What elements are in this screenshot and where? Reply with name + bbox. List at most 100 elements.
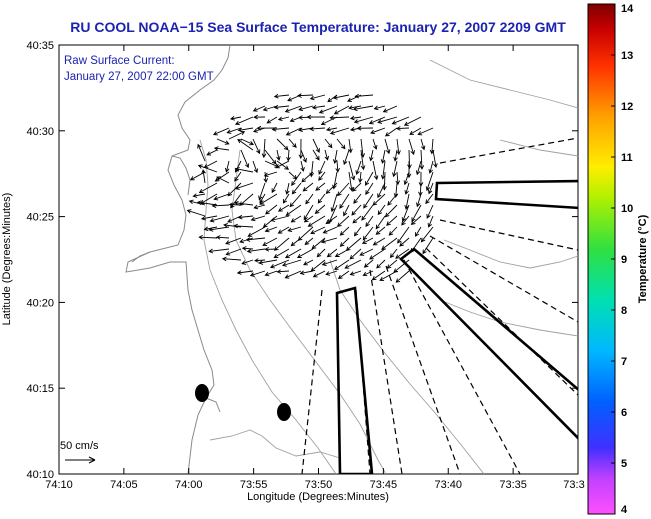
current-vector-icon	[425, 193, 434, 205]
current-vector-icon	[343, 204, 350, 217]
current-vector-icon	[215, 235, 230, 240]
current-vector-icon	[384, 138, 391, 155]
current-vector-icon	[291, 182, 302, 195]
current-vector-icon	[353, 193, 362, 204]
current-vector-icon	[325, 270, 338, 276]
current-vector-icon	[264, 226, 278, 233]
current-vector-icon	[337, 270, 350, 280]
current-vector-icon	[300, 160, 305, 172]
current-vector-icon	[264, 247, 278, 252]
current-vector-icon	[427, 182, 434, 195]
current-vector-icon	[329, 115, 350, 120]
current-vector-icon	[428, 160, 434, 174]
x-tick-label: 73:50	[305, 479, 333, 491]
current-vector-icon	[333, 105, 350, 115]
current-vector-icon	[258, 259, 278, 265]
colorbar-tick-label: 14	[621, 3, 634, 15]
depth-contour-1	[199, 139, 337, 474]
scale-label: 50 cm/s	[60, 440, 99, 452]
current-vector-icon	[240, 138, 255, 146]
current-vector-icon	[277, 116, 290, 122]
current-vector-icon	[225, 248, 242, 256]
current-vector-icon	[393, 149, 398, 162]
current-vector-icon	[285, 127, 302, 136]
current-vector-icon	[372, 237, 386, 246]
current-vector-icon	[362, 270, 374, 277]
current-vector-icon	[197, 143, 206, 162]
current-vector-icon	[336, 215, 350, 228]
current-vector-icon	[309, 94, 326, 101]
colorbar-ticks: 14 13 12 11 10 9 8 7 6 5 4	[611, 3, 634, 516]
current-vector-icon	[339, 237, 350, 247]
current-vector-icon	[330, 193, 338, 213]
current-vector-icon	[391, 116, 410, 125]
current-vector-icon	[352, 182, 362, 192]
current-vector-icon	[324, 138, 333, 149]
current-vector-icon	[273, 248, 290, 258]
current-vector-icon	[276, 160, 290, 170]
current-vector-icon	[352, 215, 362, 224]
current-vector-icon	[395, 171, 401, 186]
colorbar-tick-label: 13	[621, 50, 633, 62]
current-vector-icon	[213, 146, 230, 151]
current-vector-icon	[273, 93, 290, 99]
current-vector-icon	[348, 105, 362, 110]
x-tick-label: 74:10	[45, 479, 73, 491]
x-tick-label: 74:05	[110, 479, 138, 491]
current-vector-icon	[404, 193, 410, 210]
current-vector-icon	[356, 125, 374, 131]
current-vector-icon	[276, 269, 290, 274]
current-vector-icon	[284, 248, 302, 259]
current-vector-icon	[275, 160, 290, 169]
current-vector-icon	[200, 215, 218, 221]
current-vector-icon	[284, 270, 302, 279]
current-vector-icon	[282, 259, 302, 267]
current-vector-icon	[270, 215, 290, 222]
current-vector-icon	[212, 127, 230, 136]
current-vector-icon	[361, 237, 374, 244]
depth-contour-6	[209, 429, 341, 459]
current-vector-icon	[410, 237, 422, 253]
current-vector-icon	[208, 248, 230, 254]
current-vector-icon	[186, 209, 206, 217]
x-axis-label: Longitude (Degrees:Minutes)	[247, 491, 389, 503]
current-vector-icon	[225, 237, 242, 245]
current-vector-icon	[229, 116, 242, 121]
current-vector-icon	[321, 259, 338, 266]
current-vector-icon	[265, 204, 278, 215]
current-vector-icon	[322, 226, 338, 234]
current-vector-icon	[234, 182, 254, 190]
current-vector-icon	[262, 105, 278, 112]
coastline	[125, 45, 231, 474]
current-vector-icon	[234, 167, 254, 173]
current-vector-icon	[211, 203, 230, 209]
current-vector-icon	[380, 160, 386, 180]
current-time: January 27, 2007 22:00 GMT	[64, 71, 214, 83]
current-vector-icon	[286, 149, 291, 162]
current-vector-icon	[343, 149, 350, 166]
current-vector-icon	[269, 259, 290, 269]
current-vector-icon	[427, 215, 434, 228]
current-vector-icon	[192, 193, 206, 198]
current-vector-field	[186, 93, 438, 283]
y-axis-ticks: 40:35 40:30 40:25 40:20 40:15 40:10	[26, 40, 578, 481]
current-vector-icon	[326, 248, 338, 258]
depth-contour-7	[429, 59, 578, 157]
current-vector-icon	[303, 215, 314, 223]
current-vector-icon	[249, 270, 266, 277]
current-vector-icon	[363, 193, 374, 209]
current-vector-icon	[318, 160, 326, 175]
current-vector-icon	[314, 204, 326, 215]
current-vector-icon	[403, 171, 410, 186]
current-vector-icon	[339, 193, 350, 209]
current-vector-icon	[288, 138, 297, 149]
current-vector-icon	[316, 248, 326, 258]
current-vector-icon	[214, 171, 230, 182]
current-vector-icon	[407, 149, 412, 170]
current-vector-icon	[312, 270, 326, 278]
current-vector-icon	[311, 237, 326, 250]
current-vector-icon	[206, 149, 218, 156]
current-vector-icon	[203, 226, 218, 232]
current-vector-icon	[411, 204, 422, 223]
current-vector-icon	[201, 169, 206, 184]
